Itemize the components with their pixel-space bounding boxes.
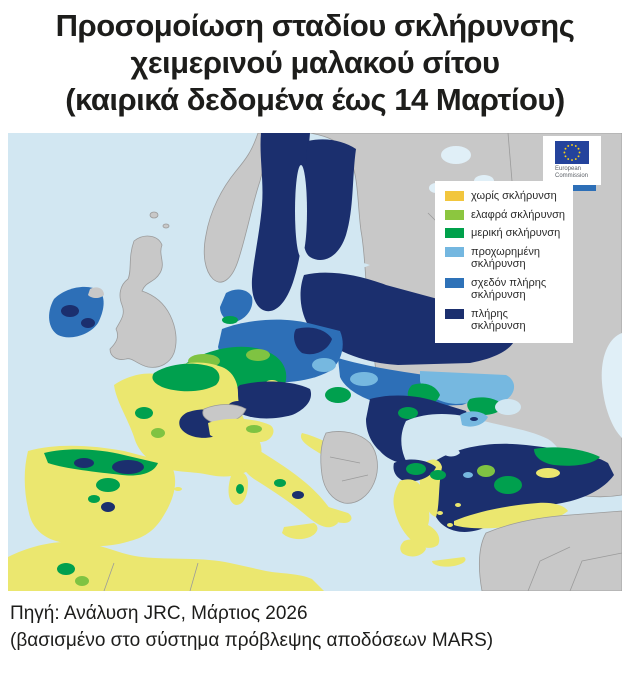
western-balkans-no-data: [320, 431, 378, 504]
title-line-2: χειμερινού μαλακού σίτου: [130, 45, 500, 80]
slovakia-advanced-patch: [350, 372, 378, 386]
caption-line-2: (βασισμένο στο σύστημα πρόβλεψης αποδόσε…: [10, 630, 494, 651]
po-valley: [208, 418, 274, 443]
north-africa: [8, 541, 324, 591]
italy-crops: [208, 418, 352, 540]
south-ukraine-advanced: [420, 371, 515, 404]
eu-logo-text-line1: European: [555, 166, 582, 172]
legend-label: σχεδόν πλήρης σκλήρυνση: [471, 276, 547, 302]
sea-of-azov: [495, 399, 521, 415]
czech-austria-full: [232, 381, 312, 419]
greece-no-hardening: [393, 479, 440, 548]
legend-swatch-full-hardening: [445, 308, 464, 319]
greece-crops: [393, 459, 466, 567]
legend-label: πλήρης σκλήρυνση: [471, 307, 526, 333]
crete: [432, 557, 466, 567]
great-britain-no-data: [109, 235, 177, 368]
legend-label: μερική σκλήρυνση: [471, 227, 561, 239]
legend-swatch-advanced-hardening: [445, 246, 464, 257]
scandinavia-full-hardening: [251, 133, 370, 312]
legend-item-near-full-hardening: σχεδόν πλήρης σκλήρυνση: [445, 277, 565, 302]
italy-boot: [236, 439, 338, 528]
legend-swatch-near-full-hardening: [445, 277, 464, 288]
morocco-partial-patch: [57, 563, 75, 575]
caspian-sea: [601, 333, 622, 438]
eu-flag-stars: [563, 144, 581, 161]
northern-ireland-no-data: [88, 287, 104, 298]
shetland-islands: [162, 223, 170, 229]
caption-line-1: Πηγή: Ανάλυση JRC, Μάρτιος 2026: [10, 603, 308, 624]
sweden: [251, 133, 310, 312]
title-line-3: (καιρικά δεδομένα έως 14 Μαρτίου): [65, 82, 565, 117]
british-isles: [49, 211, 177, 368]
orkney-islands: [149, 211, 159, 219]
sea-of-marmara: [440, 446, 460, 457]
source-caption: Πηγή: Ανάλυση JRC, Μάρτιος 2026 (βασισμέ…: [10, 600, 493, 654]
middle-east-no-data: [478, 510, 622, 591]
european-commission-logo: European Commission: [543, 136, 601, 185]
legend-item-full-hardening: πλήρης σκλήρυνση: [445, 308, 565, 333]
eu-flag-icon: [555, 141, 589, 164]
northeast-turkey-partial: [534, 447, 600, 466]
norway-no-data: [203, 133, 265, 283]
europe-hardening-map: European Commission χωρίς σκλήρυνση ελαφ…: [8, 133, 622, 591]
balkans: [300, 431, 378, 504]
legend-label: ελαφρά σκλήρυνση: [471, 208, 565, 221]
iberia-crops: [24, 445, 182, 547]
denmark-near-full: [220, 289, 253, 322]
sicily: [282, 523, 318, 540]
balearic-islands: [161, 490, 171, 496]
white-sea: [441, 146, 471, 164]
title-line-1: Προσομοίωση σταδίου σκλήρυνσης: [55, 8, 575, 43]
legend-swatch-no-hardening: [445, 191, 464, 201]
gulf-of-finland: [308, 259, 370, 271]
levant-middle-east: [478, 510, 622, 591]
map-legend: χωρίς σκλήρυνση ελαφρά σκλήρυνση μερική …: [435, 181, 573, 343]
legend-label: προχωρημένη σκλήρυνση: [471, 245, 540, 271]
corsica: [233, 443, 250, 466]
legend-label: χωρίς σκλήρυνση: [471, 190, 557, 202]
finland: [302, 139, 356, 261]
legend-item-light-hardening: ελαφρά σκλήρυνση: [445, 209, 565, 222]
hungary-partial-patch: [325, 387, 351, 403]
page-title: Προσομοίωση σταδίου σκλήρυνσης χειμερινο…: [0, 0, 630, 118]
legend-swatch-light-hardening: [445, 209, 464, 220]
legend-item-no-hardening: χωρίς σκλήρυνση: [445, 190, 565, 203]
eu-logo-text-line2: Commission: [555, 172, 589, 179]
eu-logo-text: European Commission: [555, 166, 589, 179]
italy-heel: [319, 505, 352, 523]
legend-item-advanced-hardening: προχωρημένη σκλήρυνση: [445, 246, 565, 271]
north-france-partial: [152, 363, 220, 392]
ebro-full-patch: [112, 460, 144, 474]
peloponnese: [400, 539, 426, 557]
legend-swatch-partial-hardening: [445, 228, 464, 238]
gulf-of-bothnia: [295, 165, 307, 257]
aegean-islands: [437, 511, 443, 515]
legend-item-partial-hardening: μερική σκλήρυνση: [445, 227, 565, 240]
